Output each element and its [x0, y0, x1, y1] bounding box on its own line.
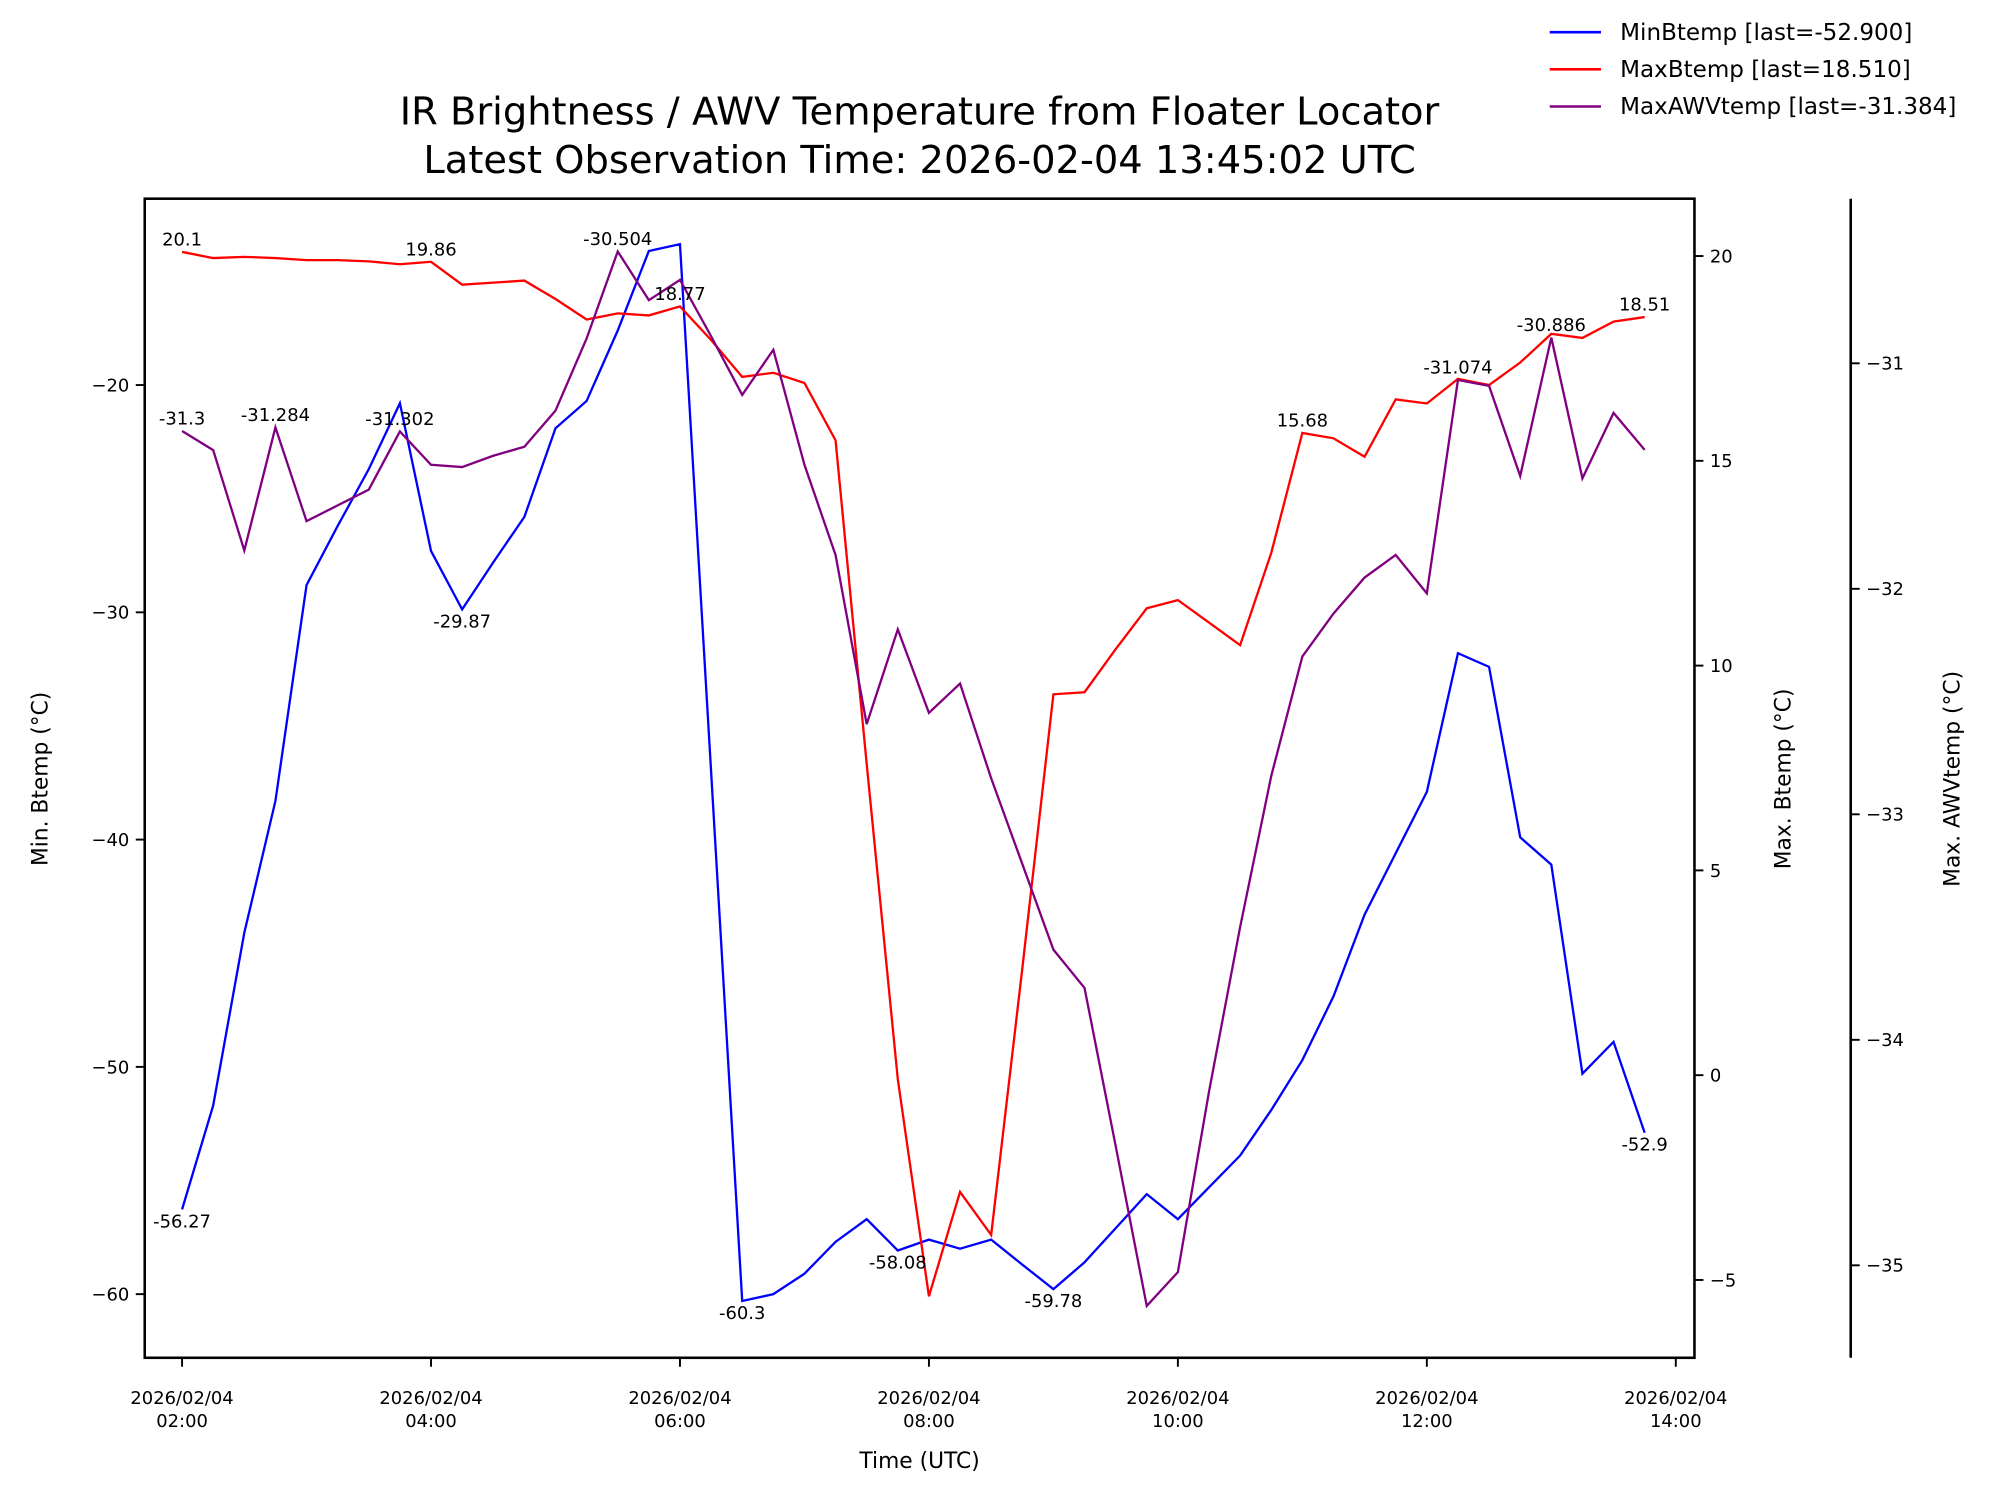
right2-y-tick-label: −33 [1866, 805, 1904, 826]
data-label: 19.86 [405, 239, 456, 260]
right-y-tick-label: −5 [1710, 1270, 1736, 1291]
x-tick-label-time: 12:00 [1401, 1411, 1453, 1432]
plot-frame [143, 197, 1696, 1360]
data-label: -31.284 [241, 405, 310, 426]
data-label: 20.1 [162, 230, 202, 251]
data-label: -30.504 [583, 229, 652, 250]
x-tick-label-time: 08:00 [903, 1411, 955, 1432]
left-y-tick-label: −30 [92, 603, 130, 624]
x-tick-label-time: 10:00 [1152, 1411, 1204, 1432]
data-label: -31.3 [159, 409, 205, 430]
right-y-tick-label: 15 [1710, 451, 1733, 472]
x-tick-label-time: 04:00 [405, 1411, 457, 1432]
data-label: -29.87 [433, 611, 491, 632]
x-tick-label-date: 2026/02/04 [877, 1388, 980, 1409]
right2-y-tick-label: −32 [1866, 579, 1904, 600]
left-y-tick-label: −60 [92, 1285, 130, 1306]
data-label: -58.08 [869, 1252, 927, 1273]
y-axis-label-right2: Max. AWVtemp (°C) [1941, 671, 1966, 887]
right2-y-tick-label: −35 [1866, 1256, 1904, 1277]
series-line-1 [181, 250, 1645, 1297]
x-axis-label: Time (UTC) [858, 1449, 979, 1474]
data-label: 18.51 [1619, 295, 1670, 316]
data-label: -31.302 [365, 409, 434, 430]
right-y-tick-label: 20 [1710, 246, 1733, 267]
y-axis-label-right: Max. Btemp (°C) [1772, 689, 1797, 870]
x-tick-label-date: 2026/02/04 [1624, 1388, 1727, 1409]
right-y-tick-label: 0 [1710, 1066, 1721, 1087]
x-tick-label-date: 2026/02/04 [628, 1388, 731, 1409]
left-y-tick-label: −50 [92, 1057, 130, 1078]
right2-y-tick-label: −34 [1866, 1030, 1904, 1051]
right-y-tick-label: 10 [1710, 656, 1733, 677]
x-tick-label-time: 02:00 [156, 1411, 208, 1432]
series-line-0 [180, 242, 1646, 1303]
legend-label: MaxBtemp [last=18.510] [1620, 57, 1911, 83]
x-tick-label-date: 2026/02/04 [379, 1388, 482, 1409]
y-axis-label-left: Min. Btemp (°C) [28, 692, 53, 866]
legend-label: MaxAWVtemp [last=-31.384] [1620, 94, 1956, 120]
legend-label: MinBtemp [last=-52.900] [1620, 20, 1912, 46]
x-tick-label-date: 2026/02/04 [1375, 1388, 1478, 1409]
left-y-tick-label: −20 [92, 375, 130, 396]
chart-subtitle: Latest Observation Time: 2026-02-04 13:4… [423, 138, 1415, 183]
x-tick-label-time: 14:00 [1650, 1411, 1702, 1432]
legend: MinBtemp [last=-52.900] MaxBtemp [last=18… [1549, 20, 1956, 120]
right2-y-tick-label: −31 [1866, 354, 1904, 375]
data-label: -31.074 [1423, 358, 1492, 379]
data-label: -30.886 [1517, 315, 1586, 336]
left-y-tick-label: −40 [92, 830, 130, 851]
x-tick-label-date: 2026/02/04 [130, 1388, 233, 1409]
data-label: 18.77 [654, 284, 705, 305]
data-label: 15.68 [1277, 411, 1328, 432]
x-tick-label-time: 06:00 [654, 1411, 706, 1432]
chart-title: IR Brightness / AWV Temperature from Flo… [400, 89, 1440, 134]
data-label: -52.9 [1621, 1135, 1667, 1156]
data-label: -60.3 [719, 1303, 765, 1324]
series-line-2 [181, 248, 1646, 1309]
data-label: -56.27 [153, 1211, 211, 1232]
right-y-tick-label: 5 [1710, 861, 1721, 882]
data-label: -59.78 [1025, 1291, 1083, 1312]
x-tick-label-date: 2026/02/04 [1126, 1388, 1229, 1409]
